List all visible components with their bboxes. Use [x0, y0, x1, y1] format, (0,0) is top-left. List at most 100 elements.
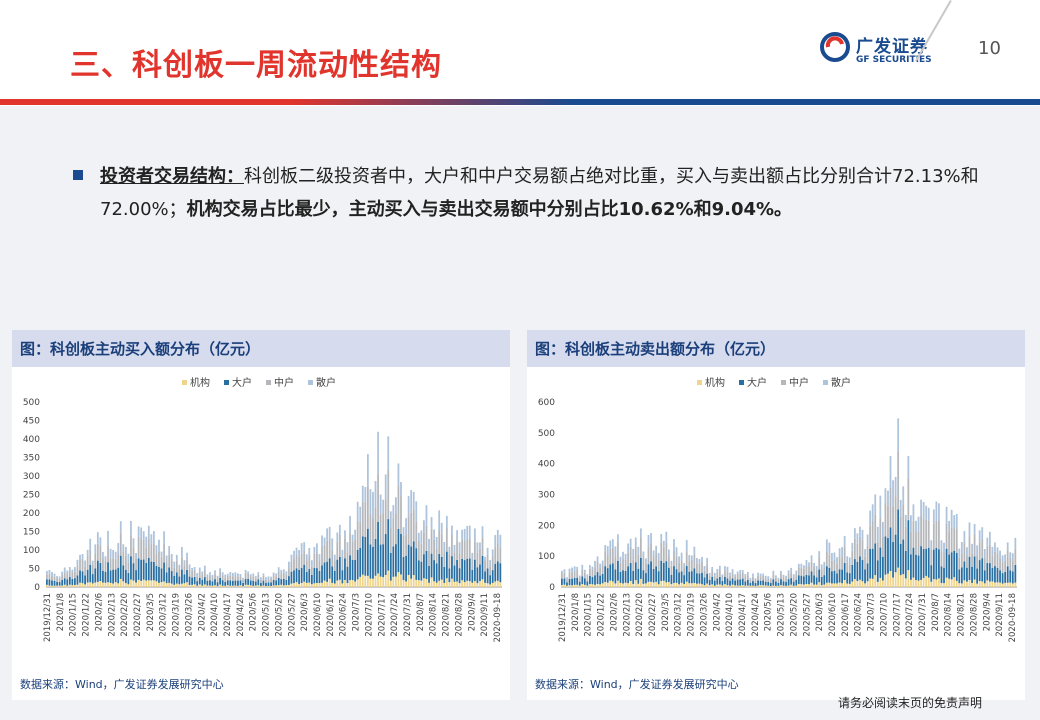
bar-segment-retail	[596, 556, 599, 562]
bar-segment-large	[813, 575, 815, 585]
bar-segment-inst	[135, 582, 137, 587]
bar-segment-large	[272, 579, 275, 586]
bar-segment-mid	[617, 542, 619, 561]
chart-source: 数据来源：Wind，广发证券发展研究中心	[535, 678, 739, 691]
bar-segment-large	[364, 536, 367, 576]
bar-segment-retail	[721, 574, 724, 577]
bar-segment-retail	[563, 569, 566, 573]
chart-header: 图：科创板主动卖出额分布（亿元）	[527, 330, 1025, 367]
bar-segment-inst	[731, 584, 734, 587]
bar-segment-inst	[848, 583, 851, 587]
bar-segment-retail	[655, 545, 658, 554]
bar-segment-retail	[902, 486, 905, 505]
bar-segment-retail	[617, 534, 619, 543]
bar-segment-large	[971, 566, 973, 583]
bar-segment-inst	[147, 580, 150, 587]
bar-segment-retail	[247, 571, 250, 574]
bar-segment-large	[662, 562, 665, 581]
bar-segment-retail	[561, 570, 563, 574]
bar-segment-retail	[48, 570, 51, 574]
bar-segment-large	[63, 578, 66, 585]
bar-segment-inst	[282, 585, 285, 587]
bar-segment-large	[254, 581, 257, 586]
bar-segment-large	[361, 536, 364, 575]
bar-segment-inst	[795, 585, 798, 587]
bar-segment-inst	[871, 578, 874, 587]
bar-segment-inst	[986, 580, 989, 587]
bar-segment-retail	[135, 553, 137, 559]
bar-segment-inst	[257, 585, 260, 587]
bar-segment-mid	[652, 556, 655, 569]
bar-segment-large	[425, 550, 428, 579]
bar-segment-retail	[89, 538, 92, 550]
bar-segment-mid	[387, 469, 390, 520]
bar-segment-inst	[741, 585, 744, 587]
legend-label: 中户	[274, 376, 294, 389]
bar-segment-inst	[988, 581, 991, 587]
bar-segment-inst	[341, 583, 344, 587]
bar-segment-inst	[486, 583, 489, 587]
bar-segment-retail	[239, 574, 242, 577]
bar-segment-inst	[308, 582, 311, 587]
bar-segment-mid	[336, 542, 339, 560]
bar-segment-mid	[46, 574, 48, 580]
bar-segment-mid	[950, 527, 953, 553]
bar-segment-retail	[950, 509, 953, 528]
bar-segment-large	[856, 561, 859, 582]
bar-segment-large	[731, 578, 734, 585]
bar-segment-retail	[887, 490, 889, 506]
bar-segment-retail	[604, 545, 607, 552]
bar-segment-retail	[780, 570, 782, 574]
bar-segment-retail	[209, 572, 211, 576]
bar-segment-retail	[866, 534, 869, 547]
bar-segment-retail	[851, 542, 854, 551]
bar-segment-retail	[767, 576, 770, 579]
bar-segment-large	[698, 573, 701, 584]
bar-segment-large	[440, 556, 443, 580]
bar-segment-retail	[417, 532, 420, 541]
x-tick-label: 2020/2/13	[107, 593, 117, 637]
bar-segment-retail	[489, 560, 492, 567]
bar-segment-inst	[683, 583, 686, 587]
x-tick-label: 2020/7/10	[364, 593, 374, 637]
bar-segment-inst	[160, 582, 163, 587]
bar-segment-inst	[828, 582, 831, 587]
bar-segment-mid	[762, 575, 765, 581]
chart-title: 图：科创板主动卖出额分布（亿元）	[535, 340, 776, 358]
bar-segment-large	[838, 569, 841, 583]
bar-segment-mid	[724, 570, 726, 577]
bar-segment-mid	[935, 520, 938, 548]
bar-segment-large	[295, 568, 298, 583]
bar-segment-retail	[848, 557, 851, 565]
bar-segment-retail	[861, 529, 864, 540]
bar-segment-large	[785, 582, 787, 586]
bar-segment-mid	[637, 554, 640, 569]
bar-segment-large	[808, 575, 810, 585]
bar-segment-mid	[461, 539, 464, 559]
bar-segment-retail	[589, 565, 591, 569]
bar-segment-large	[188, 576, 191, 585]
bar-segment-large	[130, 556, 132, 580]
bar-segment-retail	[688, 555, 691, 561]
bar-segment-large	[183, 574, 186, 584]
bar-segment-mid	[198, 571, 201, 578]
bar-segment-retail	[932, 509, 935, 524]
bar-segment-inst	[665, 582, 668, 587]
bar-segment-retail	[351, 534, 354, 542]
bar-segment-retail	[293, 550, 295, 559]
bar-segment-large	[323, 562, 326, 581]
bar-segment-mid	[254, 578, 257, 582]
bar-segment-large	[392, 546, 395, 577]
bullet-label: 投资者交易结构：	[100, 166, 244, 187]
bar-segment-mid	[805, 565, 808, 575]
bar-segment-inst	[927, 577, 930, 587]
bar-segment-mid	[420, 543, 423, 562]
bar-segment-large	[739, 579, 742, 586]
bar-segment-inst	[435, 582, 438, 587]
bar-segment-inst	[774, 585, 777, 587]
bar-segment-large	[823, 575, 826, 585]
bar-segment-large	[117, 567, 120, 584]
bar-segment-large	[451, 556, 453, 579]
bar-segment-retail	[803, 565, 805, 569]
bar-segment-large	[810, 571, 813, 583]
